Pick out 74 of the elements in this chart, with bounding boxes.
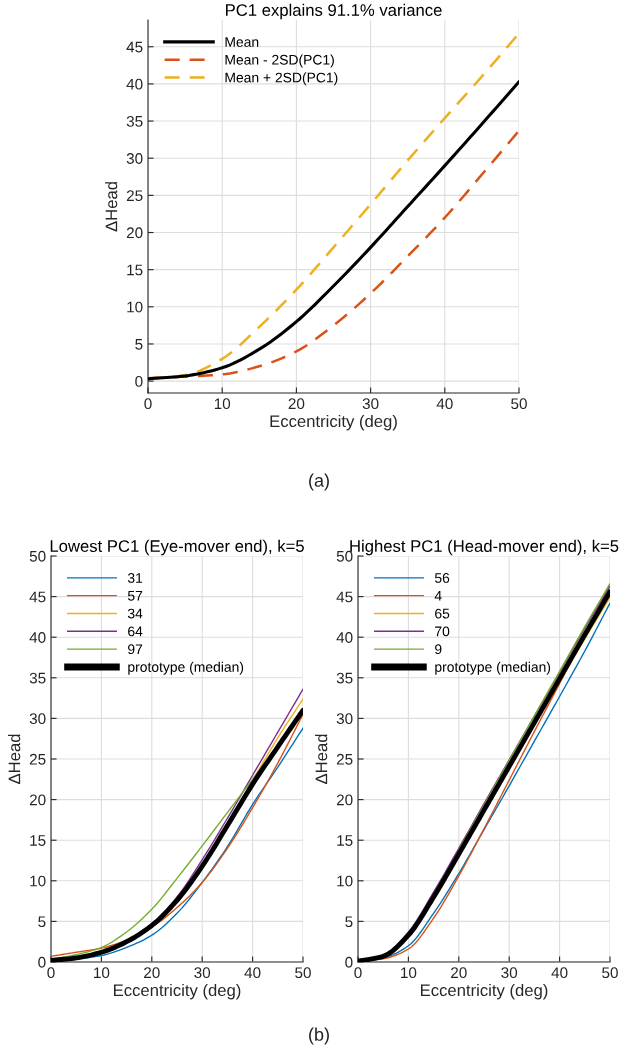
legend-label: 65 xyxy=(435,608,450,619)
x-tick-label: 10 xyxy=(214,398,231,410)
y-tick-label: 30 xyxy=(29,713,46,725)
x-tick-label: 0 xyxy=(47,967,55,979)
legend-label: 97 xyxy=(128,644,143,655)
y-tick-label: 10 xyxy=(337,875,353,887)
y-tick-label: 40 xyxy=(336,632,353,643)
y-tick-label: 0 xyxy=(135,375,143,387)
y-tick-label: 30 xyxy=(336,713,353,725)
y-axis-title: ΔHead xyxy=(8,734,21,784)
y-tick-label: 25 xyxy=(126,190,143,202)
legend-label: 4 xyxy=(434,590,442,601)
y-tick-label: 25 xyxy=(336,753,353,765)
y-tick-label: 45 xyxy=(336,591,353,603)
x-tick-label: 50 xyxy=(511,398,527,410)
legend-label: Mean - 2SD(PC1) xyxy=(225,54,334,68)
y-tick-label: 5 xyxy=(135,338,143,350)
legend-label: 56 xyxy=(434,573,450,583)
y-tick-label: 15 xyxy=(30,835,46,846)
y-tick-label: 10 xyxy=(30,875,46,887)
y-tick-label: 20 xyxy=(29,794,46,806)
legend-label: prototype (median) xyxy=(435,661,551,675)
legend-label: prototype (median) xyxy=(128,661,244,675)
y-tick-label: 25 xyxy=(29,753,46,765)
y-tick-label: 10 xyxy=(127,301,143,313)
legend-label: 64 xyxy=(128,626,143,637)
legend-label: 70 xyxy=(435,626,450,637)
x-tick-label: 20 xyxy=(288,398,305,410)
y-tick-label: 20 xyxy=(126,227,143,239)
chart-title: Lowest PC1 (Eye-mover end), k=5 xyxy=(50,539,304,556)
x-tick-label: 10 xyxy=(401,967,417,979)
x-tick-label: 40 xyxy=(436,398,453,410)
y-tick-label: 45 xyxy=(126,41,143,53)
text: (a) xyxy=(309,473,329,491)
y-axis-title: ΔHead xyxy=(105,182,118,232)
y-tick-label: 0 xyxy=(345,956,353,968)
x-tick-label: 40 xyxy=(244,967,261,979)
x-tick-label: 0 xyxy=(354,967,362,979)
x-tick-label: 30 xyxy=(362,398,379,410)
chart-title: PC1 explains 91.1% variance xyxy=(226,3,442,20)
x-axis-title: Eccentricity (deg) xyxy=(114,983,241,1000)
x-tick-label: 20 xyxy=(144,967,160,979)
legend-label: Mean xyxy=(225,37,259,47)
x-tick-label: 10 xyxy=(94,967,110,979)
y-tick-label: 5 xyxy=(38,916,46,928)
y-tick-label: 5 xyxy=(345,916,353,928)
y-tick-label: 0 xyxy=(38,956,46,968)
y-tick-label: 15 xyxy=(337,835,353,846)
y-tick-label: 45 xyxy=(29,591,46,603)
y-tick-label: 35 xyxy=(336,672,353,684)
x-tick-label: 50 xyxy=(602,967,618,979)
y-tick-label: 30 xyxy=(126,153,143,164)
legend-label: 31 xyxy=(127,573,143,583)
legend-label: 34 xyxy=(127,608,143,619)
y-tick-label: 35 xyxy=(29,672,46,684)
y-tick-label: 50 xyxy=(29,550,46,562)
x-tick-label: 20 xyxy=(451,967,467,979)
y-tick-label: 35 xyxy=(126,115,143,127)
y-tick-label: 40 xyxy=(126,78,143,90)
x-axis-title: Eccentricity (deg) xyxy=(270,414,397,431)
legend-label: 57 xyxy=(127,590,143,601)
legend-label: Mean + 2SD(PC1) xyxy=(225,72,338,86)
x-tick-label: 30 xyxy=(194,967,211,979)
y-tick-label: 40 xyxy=(29,632,46,643)
x-tick-label: 0 xyxy=(144,398,152,410)
x-tick-label: 50 xyxy=(295,967,311,979)
text: (b) xyxy=(309,1027,329,1045)
x-axis-title: Eccentricity (deg) xyxy=(421,983,548,1000)
legend-label: 9 xyxy=(435,644,442,655)
y-tick-label: 20 xyxy=(336,794,353,806)
y-axis-title: ΔHead xyxy=(315,734,328,784)
x-tick-label: 30 xyxy=(501,967,518,979)
x-tick-label: 40 xyxy=(551,967,568,979)
y-tick-label: 15 xyxy=(127,264,143,276)
